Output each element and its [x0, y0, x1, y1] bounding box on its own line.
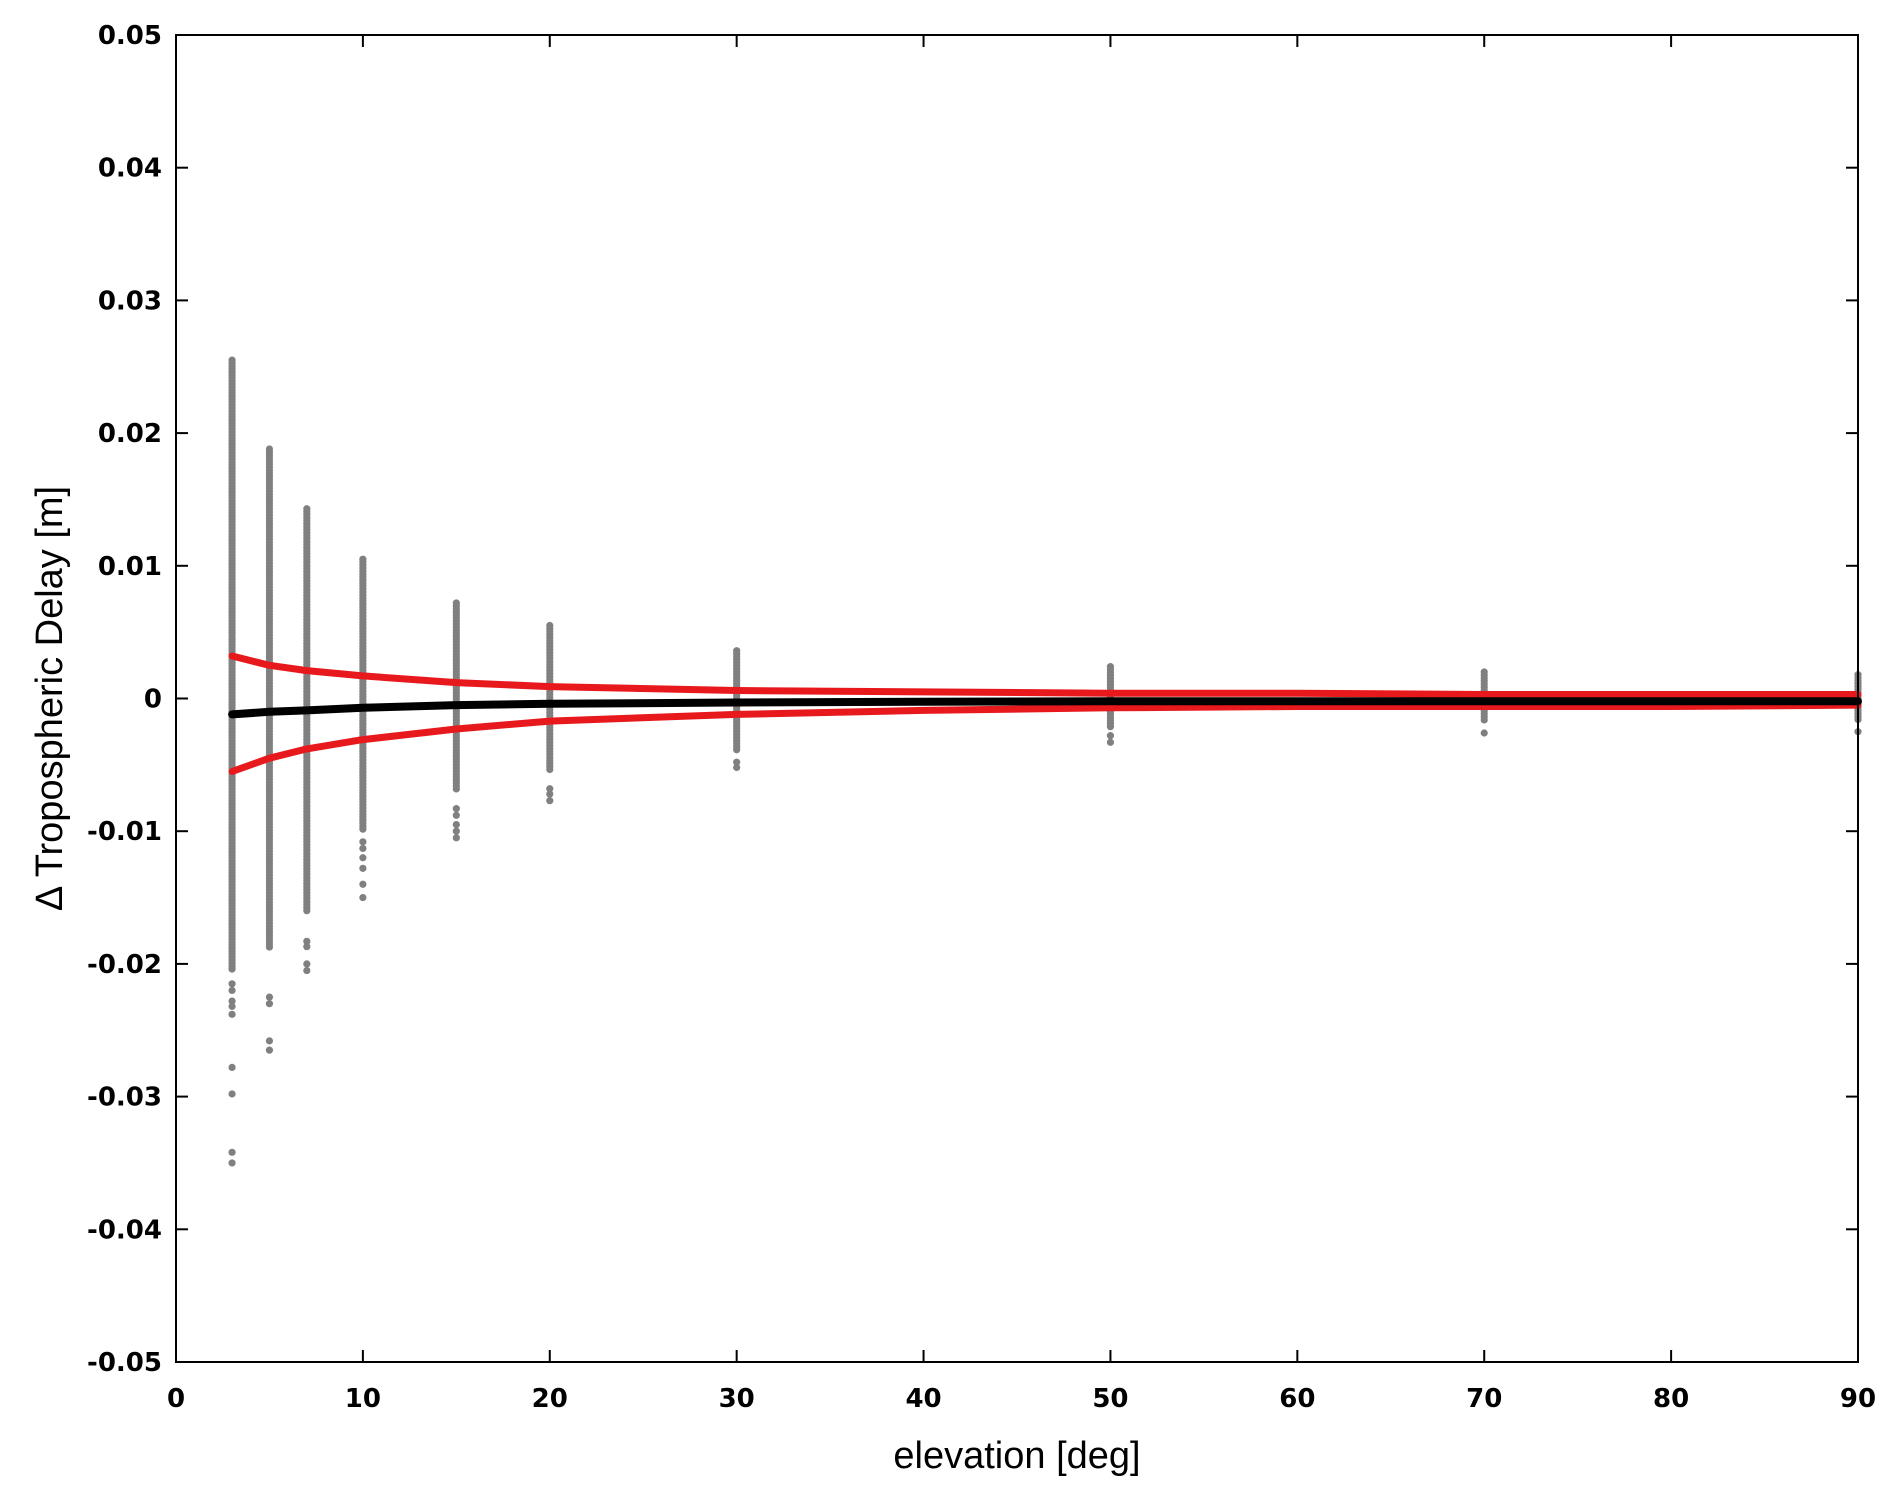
scatter-outlier	[303, 960, 311, 968]
scatter-outlier	[546, 790, 554, 798]
scatter-point	[546, 765, 554, 774]
scatter-outlier	[303, 943, 311, 951]
scatter-outlier	[228, 986, 236, 995]
scatter-outlier	[546, 797, 554, 805]
scatter-outlier	[228, 1002, 236, 1010]
y-tick-label: -0.05	[87, 1348, 162, 1378]
scatter-column-3	[228, 356, 236, 1167]
scatter-outlier	[359, 844, 367, 853]
scatter-outlier	[1106, 738, 1115, 746]
y-tick-label: -0.04	[87, 1215, 162, 1245]
scatter-outlier	[452, 827, 460, 835]
scatter-outlier	[733, 758, 741, 766]
x-tick-label: 10	[345, 1384, 381, 1414]
scatter-point	[1480, 716, 1488, 724]
x-tick-label: 0	[167, 1384, 185, 1414]
x-tick-label: 70	[1466, 1384, 1502, 1414]
scatter-outlier	[228, 1010, 236, 1018]
scatter-outlier	[228, 1090, 236, 1098]
y-tick-label: 0.05	[98, 21, 162, 51]
scatter-outlier	[265, 1046, 274, 1054]
scatter-point	[1106, 723, 1115, 731]
y-tick-label: -0.01	[87, 817, 162, 847]
x-tick-label: 90	[1840, 1384, 1876, 1414]
x-axis-label: elevation [deg]	[893, 1435, 1140, 1477]
lower-line	[228, 701, 1862, 775]
y-tick-label: 0.02	[98, 419, 162, 449]
lines-layer	[228, 652, 1862, 775]
upper-line	[228, 652, 1862, 698]
scatter-point	[303, 907, 311, 915]
scatter-point	[265, 943, 274, 951]
scatter-outlier	[228, 1159, 236, 1167]
scatter-outlier	[1106, 732, 1115, 740]
scatter-outlier	[359, 838, 367, 846]
scatter-column-5	[265, 445, 274, 1054]
scatter-outlier	[228, 997, 236, 1005]
scatter-outlier	[452, 820, 460, 829]
scatter-outlier	[546, 785, 554, 793]
y-tick-label: -0.02	[87, 950, 162, 980]
scatter-outlier	[452, 805, 460, 813]
mean-line	[228, 697, 1862, 719]
scatter-outlier	[452, 811, 460, 819]
y-axis-label: Δ Tropospheric Delay [m]	[29, 486, 71, 911]
x-tick-label: 30	[719, 1384, 755, 1414]
x-tick-label: 40	[905, 1384, 941, 1414]
y-tick-label: 0.01	[98, 552, 162, 582]
x-tick-label: 80	[1653, 1384, 1689, 1414]
y-tick-label: 0	[144, 685, 162, 715]
scatter-point	[733, 746, 741, 754]
y-tick-label: 0.03	[98, 286, 162, 316]
scatter-outlier	[228, 1063, 236, 1072]
y-tick-label: 0.04	[98, 154, 162, 184]
scatter-point	[452, 785, 460, 793]
scatter-outlier	[228, 980, 236, 988]
scatter-outlier	[1480, 729, 1488, 737]
scatter-outlier	[265, 1037, 274, 1045]
scatter-outlier	[452, 834, 460, 842]
scatter-column-7	[303, 505, 311, 975]
scatter-outlier	[303, 966, 311, 975]
y-tick-label: -0.03	[87, 1083, 162, 1113]
scatter-outlier	[228, 1148, 236, 1156]
scatter-point	[228, 965, 236, 973]
x-tick-label: 20	[532, 1384, 568, 1414]
scatter-outlier	[265, 1000, 274, 1008]
scatter-outlier	[359, 893, 367, 902]
x-tick-label: 60	[1279, 1384, 1315, 1414]
scatter-outlier	[265, 993, 274, 1001]
scatter-outlier	[303, 937, 311, 945]
ticks-layer: 0 10 20 30 40 50 60 70 80 90 -0.05 -0.04 -0.03 -0.02 -…	[87, 21, 1876, 1414]
scatter-column-10	[359, 555, 367, 902]
x-tick-label: 50	[1092, 1384, 1128, 1414]
scatter-outlier	[733, 763, 741, 772]
scatter-outlier	[359, 854, 367, 862]
scatter-outlier	[359, 864, 367, 872]
scatter-point	[359, 825, 367, 833]
scatter-outlier	[359, 880, 367, 888]
